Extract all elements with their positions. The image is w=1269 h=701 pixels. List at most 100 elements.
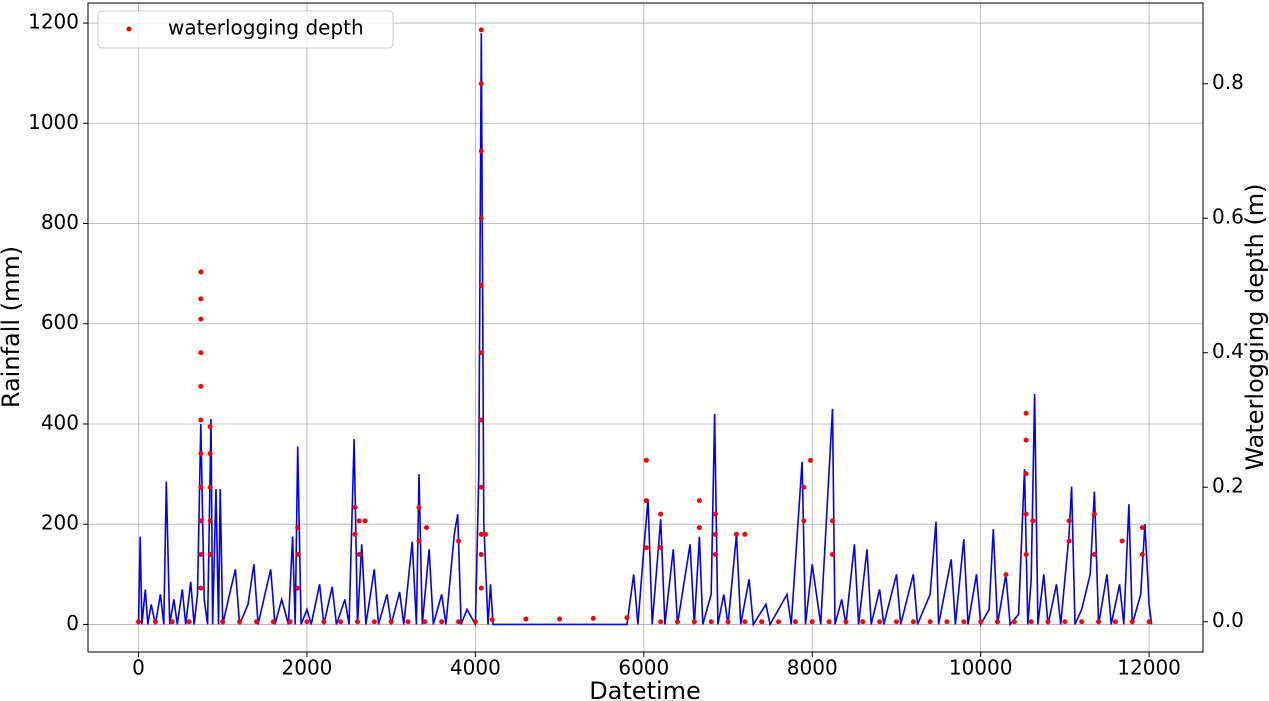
depth-point: [388, 619, 394, 625]
depth-point: [1096, 619, 1102, 625]
depth-point: [995, 619, 1001, 625]
y-tick-label: 600: [41, 310, 79, 334]
depth-point: [207, 518, 213, 524]
depth-point: [478, 148, 484, 154]
depth-point: [742, 619, 748, 625]
depth-point: [169, 619, 175, 625]
depth-point: [809, 619, 815, 625]
depth-point: [944, 619, 950, 625]
depth-point: [1023, 471, 1029, 477]
depth-point: [1023, 410, 1029, 416]
depth-point: [439, 619, 445, 625]
depth-point: [1091, 511, 1097, 517]
depth-point: [1062, 619, 1068, 625]
depth-point: [801, 518, 807, 524]
legend: waterlogging depth: [97, 10, 394, 49]
depth-point: [304, 619, 310, 625]
depth-point: [478, 282, 484, 288]
depth-point: [801, 484, 807, 490]
depth-point: [696, 525, 702, 531]
depth-point: [1091, 551, 1097, 557]
y-tick-label: 800: [41, 210, 79, 234]
depth-point: [1129, 619, 1135, 625]
depth-point: [1112, 619, 1118, 625]
depth-point: [590, 615, 596, 621]
depth-point: [362, 518, 368, 524]
depth-point: [478, 531, 484, 537]
depth-point: [405, 619, 411, 625]
depth-point: [1028, 619, 1034, 625]
depth-point: [422, 619, 428, 625]
depth-point: [136, 619, 142, 625]
depth-point: [658, 511, 664, 517]
depth-point: [152, 619, 158, 625]
depth-point: [478, 484, 484, 490]
depth-point: [472, 619, 478, 625]
depth-point: [1079, 619, 1085, 625]
y-tick-label: 400: [41, 410, 79, 434]
depth-point: [643, 545, 649, 551]
depth-point: [237, 619, 243, 625]
depth-point: [557, 616, 563, 622]
depth-point: [198, 551, 204, 557]
depth-point: [198, 350, 204, 356]
depth-point: [478, 417, 484, 423]
depth-point: [321, 619, 327, 625]
depth-point: [624, 615, 630, 621]
depth-point: [643, 498, 649, 504]
depth-point: [186, 619, 192, 625]
depth-point: [792, 619, 798, 625]
x-tick-label: 0: [132, 656, 145, 680]
depth-point: [808, 457, 814, 463]
depth-point: [826, 619, 832, 625]
plot-frame: [87, 2, 1204, 653]
depth-point: [198, 316, 204, 322]
depth-point: [523, 616, 529, 622]
depth-point: [712, 551, 718, 557]
x-tick-label: 2000: [282, 656, 333, 680]
depth-point: [478, 81, 484, 87]
depth-point: [478, 551, 484, 557]
depth-point: [1119, 538, 1125, 544]
depth-point: [198, 269, 204, 275]
depth-point: [910, 619, 916, 625]
depth-point: [860, 619, 866, 625]
depth-point: [207, 551, 213, 557]
depth-point: [691, 619, 697, 625]
y-axis-label: Rainfall (mm): [0, 246, 25, 408]
depth-point: [829, 518, 835, 524]
legend-label: waterlogging depth: [168, 16, 364, 40]
depth-point: [371, 619, 377, 625]
depth-point: [416, 538, 422, 544]
depth-point: [198, 585, 204, 591]
depth-point: [1139, 525, 1145, 531]
x-tick-label: 6000: [618, 656, 669, 680]
depth-point: [287, 619, 293, 625]
y-tick-label: 0: [66, 611, 79, 635]
rainfall-line: [137, 33, 1153, 628]
depth-point: [961, 619, 967, 625]
depth-point: [978, 619, 984, 625]
depth-point: [478, 215, 484, 221]
y-tick-label: 200: [41, 511, 79, 535]
depth-point: [1066, 538, 1072, 544]
legend-marker: [126, 26, 132, 32]
y2-tick-label: 0.8: [1212, 70, 1244, 94]
depth-point: [877, 619, 883, 625]
depth-point: [478, 27, 484, 33]
depth-point: [220, 619, 226, 625]
depth-point: [829, 551, 835, 557]
legend-box: [97, 10, 394, 49]
depth-point: [1023, 437, 1029, 443]
depth-point: [733, 531, 739, 537]
depth-point: [658, 619, 664, 625]
depth-point: [456, 619, 462, 625]
depth-point: [295, 551, 301, 557]
depth-point: [712, 511, 718, 517]
depth-point: [198, 484, 204, 490]
depth-point: [843, 619, 849, 625]
depth-point: [416, 504, 422, 510]
depth-point: [658, 545, 664, 551]
depth-point: [1011, 619, 1017, 625]
